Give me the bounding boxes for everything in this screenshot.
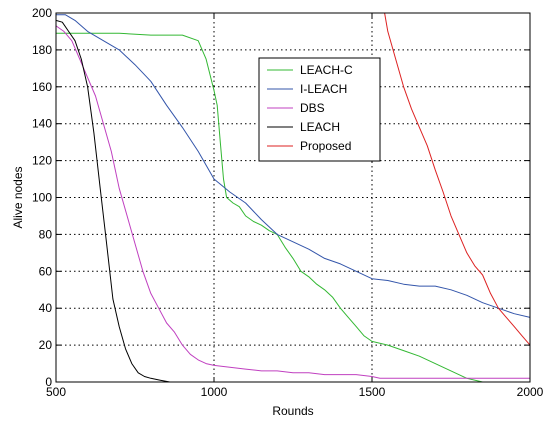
y-tick-label: 20: [39, 338, 53, 352]
legend-label-i-leach: I-LEACH: [300, 82, 347, 96]
x-tick-label: 1000: [201, 385, 228, 399]
y-tick-label: 180: [32, 43, 52, 57]
y-tick-label: 60: [39, 264, 53, 278]
legend-label-leach: LEACH: [300, 120, 340, 134]
y-tick-label: 200: [32, 6, 52, 20]
y-tick-label: 80: [39, 227, 53, 241]
legend: LEACH-C I-LEACH DBS LEACH Proposed: [259, 58, 380, 161]
x-tick-label: 2000: [517, 385, 544, 399]
y-tick-label: 0: [45, 375, 52, 389]
x-axis-label: Rounds: [272, 404, 313, 418]
y-tick-label: 100: [32, 191, 52, 205]
series-line-proposed: [385, 13, 530, 345]
y-axis-label: Alive nodes: [11, 166, 25, 228]
series-line-leach: [56, 20, 176, 382]
y-tick-label: 120: [32, 154, 52, 168]
x-tick-label: 1500: [359, 385, 386, 399]
legend-label-proposed: Proposed: [300, 139, 351, 153]
y-tick-label: 140: [32, 117, 52, 131]
y-tick-label: 40: [39, 301, 53, 315]
legend-label-leach-c: LEACH-C: [300, 63, 353, 77]
y-tick-label: 160: [32, 80, 52, 94]
legend-label-dbs: DBS: [300, 101, 325, 115]
